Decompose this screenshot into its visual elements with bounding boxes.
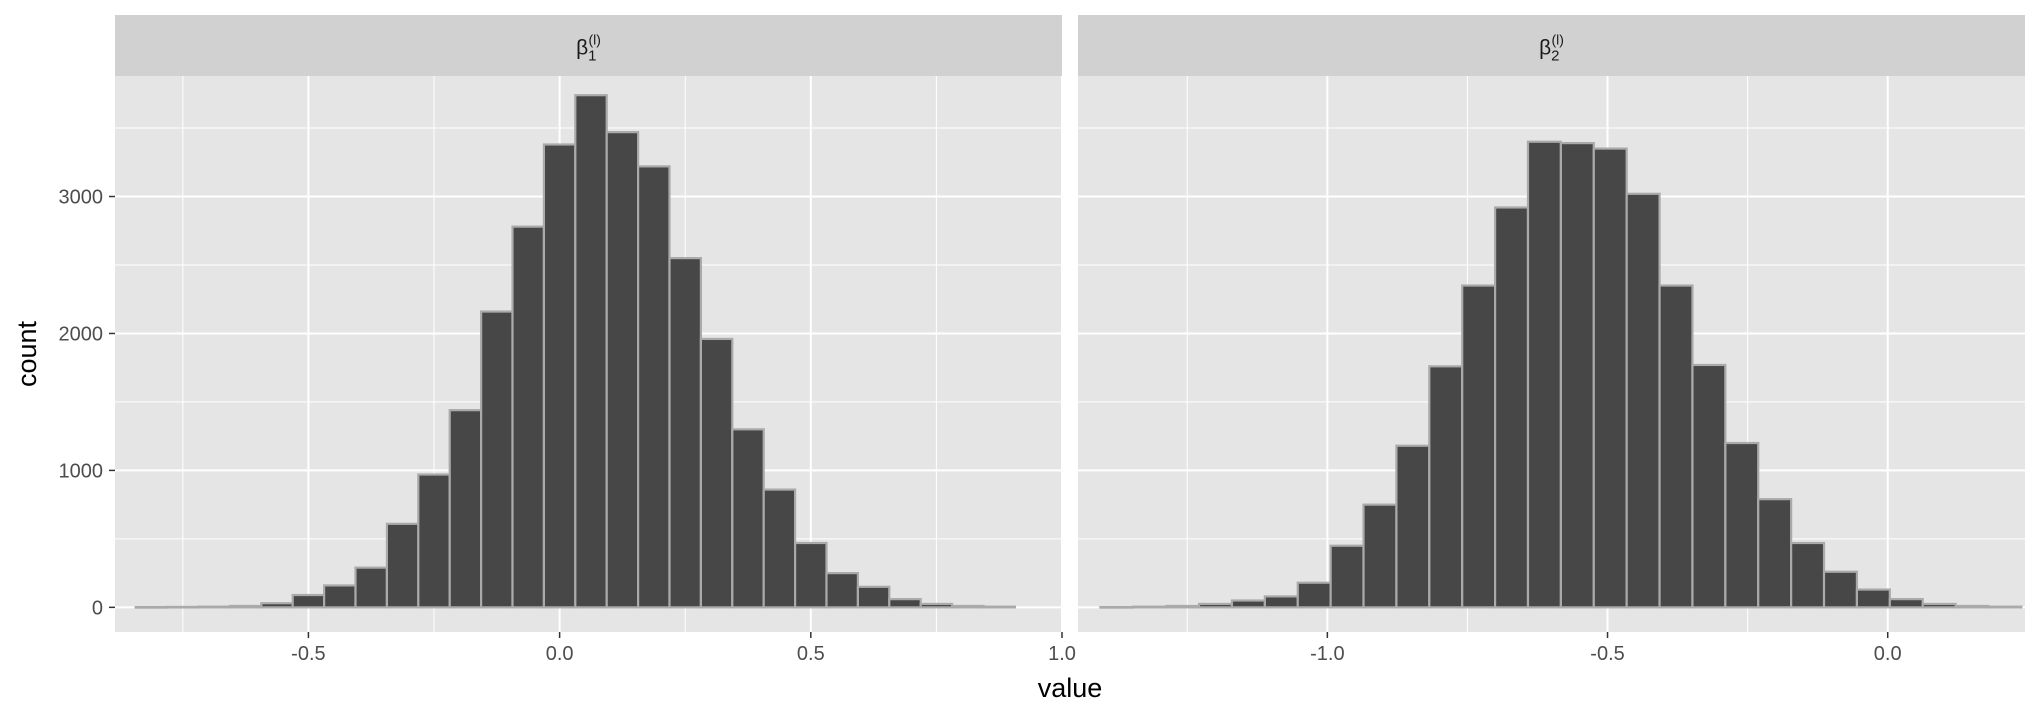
histogram-bar [637, 165, 671, 609]
histogram-bar [951, 604, 985, 609]
histogram-bar [228, 604, 263, 609]
facet-superscript: (l) [1552, 32, 1564, 48]
facet-symbol: β [576, 37, 588, 60]
histogram-bar [1428, 365, 1464, 609]
histogram-bar [825, 572, 860, 609]
histogram-bar [1494, 206, 1530, 609]
facet-panel: β1(l) -0.5 0.0 0.5 1.0 [115, 15, 1076, 665]
histogram-bar [417, 473, 451, 609]
histogram-bar [1461, 284, 1497, 609]
histogram-bar [762, 488, 797, 609]
facet-strip [115, 15, 1062, 76]
x-axis-title: value [1038, 673, 1103, 703]
histogram-bar [1822, 570, 1859, 609]
histogram-bar [1691, 363, 1727, 609]
histogram-bar [1757, 498, 1793, 609]
x-tick-label: 0.0 [546, 643, 574, 665]
facet-strip-label: β1(l) [576, 32, 601, 65]
y-axis-title: count [12, 320, 42, 387]
facet-superscript: (l) [589, 32, 601, 48]
histogram-bar [794, 541, 828, 609]
histogram-bar [1329, 544, 1365, 609]
y-tick-label: 0 [92, 597, 103, 619]
histogram-bar [134, 605, 169, 609]
facet-subscript: 2 [1551, 48, 1559, 65]
histogram-bar [1395, 444, 1431, 609]
histogram-bar [1921, 602, 1957, 609]
histogram-bar [668, 257, 703, 609]
facet-strip [1078, 15, 2025, 76]
histogram-bar [166, 605, 200, 609]
histogram-bar [1724, 441, 1760, 609]
histogram-bar [1099, 605, 1135, 609]
facet-symbol: β [1539, 37, 1551, 60]
histogram-bar [856, 585, 891, 609]
histogram-bar [1362, 503, 1398, 609]
histogram-bar [1526, 140, 1562, 609]
histogram-bar [574, 94, 608, 609]
x-tick-label: 0.0 [1874, 643, 1902, 665]
y-tick-label: 2000 [59, 323, 104, 345]
histogram-bar [323, 584, 357, 609]
x-tick-label: -0.5 [1590, 643, 1624, 665]
histogram-bar [1790, 541, 1826, 609]
x-tick-label: 1.0 [1048, 643, 1076, 665]
histogram-bar [1296, 581, 1332, 609]
y-tick-label: 1000 [59, 460, 104, 482]
histogram-bar [699, 337, 734, 609]
histogram-bar [731, 428, 765, 609]
histogram-bar [1987, 605, 2023, 609]
histogram-bar [385, 522, 420, 609]
histogram-bar [1132, 605, 1168, 609]
histogram-bar [511, 225, 546, 609]
histogram-bar [1658, 284, 1694, 609]
x-tick-label: -0.5 [291, 643, 325, 665]
histogram-bar [1954, 604, 1990, 609]
histogram-bar [1197, 602, 1234, 609]
histogram-bar [1888, 598, 1924, 609]
histogram-bar [888, 598, 922, 609]
histogram-bar [1230, 599, 1266, 609]
histogram-bar [354, 566, 389, 609]
histogram-bar [1165, 604, 1201, 609]
histogram-bar [1855, 588, 1891, 609]
histogram-bar [448, 409, 483, 609]
facet-subscript: 1 [588, 48, 596, 65]
facet-strip-label: β2(l) [1539, 32, 1564, 65]
histogram-bar [605, 131, 640, 609]
histogram-bar [542, 143, 577, 609]
histogram-bar [1625, 192, 1661, 609]
histogram-bar [291, 593, 326, 609]
histogram-bar [1559, 142, 1595, 609]
facet-panel: β2(l) -1.0 -0.5 0.0 [1078, 15, 2025, 665]
histogram-bar [982, 605, 1017, 609]
y-tick-label: 3000 [59, 187, 104, 209]
histogram-bar [1592, 147, 1628, 609]
x-tick-label: -1.0 [1310, 643, 1344, 665]
histogram-bar [260, 602, 294, 609]
histogram-bar [197, 605, 232, 609]
x-tick-label: 0.5 [797, 643, 825, 665]
histogram-bar [919, 602, 954, 609]
histogram-bar [1263, 595, 1299, 609]
histogram-bar [480, 310, 514, 609]
